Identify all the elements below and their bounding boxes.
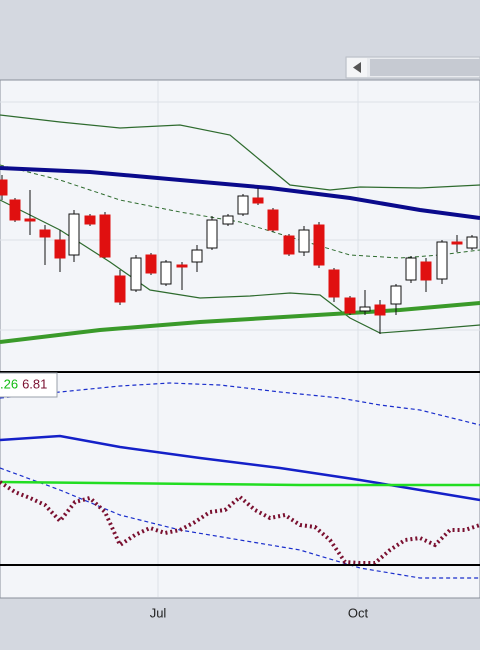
candle-body	[237, 195, 249, 215]
candle-body	[405, 257, 417, 281]
candle-body	[54, 239, 66, 259]
candle-body	[114, 275, 126, 303]
x-tick-label: Jul	[150, 605, 167, 620]
candle-body	[9, 199, 21, 221]
candle-body	[313, 224, 325, 266]
candle-body	[24, 218, 36, 222]
candle-body	[359, 306, 371, 312]
indicator-line	[0, 114, 480, 191]
candle-body	[420, 261, 432, 281]
x-tick-label: Oct	[348, 605, 369, 620]
candle-body	[191, 249, 203, 263]
candle-body	[451, 241, 463, 245]
candle-body	[145, 254, 157, 274]
candle-body	[222, 215, 234, 225]
candle-body	[328, 269, 340, 298]
scroll-thumb[interactable]	[370, 59, 480, 76]
indicator-line	[0, 467, 480, 579]
candle-body	[344, 297, 356, 314]
candle-body	[160, 261, 172, 285]
indicator-line	[0, 301, 480, 344]
scroll-left-icon	[353, 62, 361, 73]
candle-body	[298, 229, 310, 253]
readout-box	[0, 372, 58, 398]
candle-body	[390, 285, 402, 305]
plot	[0, 81, 480, 597]
readout-value: .26	[0, 376, 18, 391]
candle-body	[130, 257, 142, 291]
candle-body	[374, 304, 386, 316]
candle-body	[0, 179, 8, 196]
readout-value: 6.81	[22, 376, 47, 391]
indicator-line	[0, 164, 480, 259]
candle-body	[436, 241, 448, 280]
candle-body	[283, 235, 295, 255]
candle-body	[99, 214, 111, 258]
candle-body	[68, 213, 80, 256]
indicator-line	[0, 480, 480, 487]
candle-body	[206, 219, 218, 249]
candle-body	[267, 209, 279, 231]
chart-panel	[0, 79, 480, 599]
candle-body	[466, 236, 478, 249]
candle-body	[39, 229, 51, 238]
candle-body	[84, 215, 96, 225]
indicator-line	[0, 434, 480, 502]
indicator-line	[0, 382, 480, 426]
candle-body	[176, 264, 188, 268]
indicator-line	[0, 166, 480, 220]
candle-body	[252, 197, 264, 204]
